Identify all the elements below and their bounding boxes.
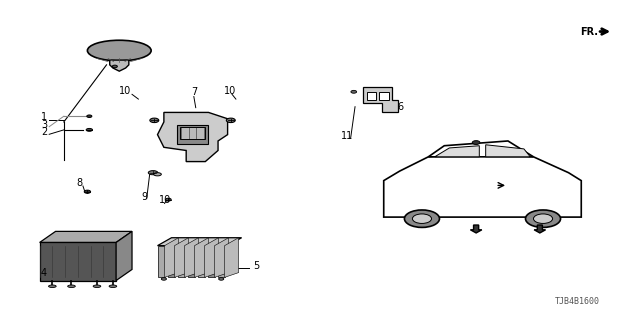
Ellipse shape	[351, 90, 356, 93]
Ellipse shape	[86, 128, 93, 131]
Polygon shape	[168, 246, 175, 277]
Polygon shape	[218, 246, 225, 277]
Text: 2: 2	[41, 127, 47, 137]
Text: TJB4B1600: TJB4B1600	[554, 297, 600, 306]
Ellipse shape	[68, 285, 76, 288]
Ellipse shape	[87, 115, 92, 117]
FancyBboxPatch shape	[367, 92, 376, 100]
Polygon shape	[486, 145, 531, 157]
Polygon shape	[198, 246, 205, 277]
FancyArrow shape	[534, 225, 545, 233]
Polygon shape	[40, 243, 116, 281]
Polygon shape	[364, 87, 398, 112]
Polygon shape	[175, 238, 189, 277]
Ellipse shape	[472, 141, 480, 144]
Polygon shape	[157, 246, 164, 277]
Ellipse shape	[154, 173, 161, 176]
Ellipse shape	[219, 278, 224, 280]
Ellipse shape	[166, 198, 172, 201]
Polygon shape	[188, 246, 195, 277]
Polygon shape	[157, 238, 242, 246]
Text: 3: 3	[41, 120, 47, 130]
Polygon shape	[184, 238, 198, 277]
Polygon shape	[225, 238, 239, 277]
Text: 5: 5	[253, 261, 259, 271]
Polygon shape	[164, 238, 179, 277]
Ellipse shape	[412, 214, 431, 223]
Ellipse shape	[112, 65, 117, 68]
Text: 6: 6	[397, 102, 404, 112]
Text: 10: 10	[119, 86, 132, 96]
Ellipse shape	[525, 210, 561, 228]
Ellipse shape	[534, 214, 552, 223]
Polygon shape	[109, 60, 129, 71]
Text: 9: 9	[141, 192, 148, 202]
Ellipse shape	[109, 285, 116, 288]
FancyBboxPatch shape	[380, 92, 389, 100]
Ellipse shape	[84, 190, 91, 193]
Ellipse shape	[148, 171, 158, 175]
Polygon shape	[205, 238, 219, 277]
Text: 7: 7	[191, 87, 198, 97]
Text: FR.: FR.	[580, 27, 598, 37]
Polygon shape	[177, 246, 184, 277]
Polygon shape	[207, 246, 214, 277]
Text: 10: 10	[225, 86, 237, 96]
Polygon shape	[435, 146, 479, 157]
Text: 4: 4	[41, 268, 47, 278]
Polygon shape	[40, 231, 132, 243]
Text: 10: 10	[159, 196, 171, 205]
Polygon shape	[195, 238, 209, 277]
Polygon shape	[157, 112, 228, 162]
Text: 8: 8	[77, 178, 83, 188]
Ellipse shape	[49, 285, 56, 288]
FancyBboxPatch shape	[177, 125, 209, 144]
Ellipse shape	[161, 278, 166, 280]
Text: 1: 1	[41, 112, 47, 122]
Polygon shape	[384, 152, 581, 217]
FancyBboxPatch shape	[180, 127, 205, 140]
Ellipse shape	[93, 285, 100, 288]
Ellipse shape	[227, 118, 236, 123]
FancyArrow shape	[470, 225, 482, 233]
Polygon shape	[428, 141, 534, 157]
Ellipse shape	[404, 210, 440, 228]
Polygon shape	[116, 231, 132, 281]
Polygon shape	[214, 238, 228, 277]
Ellipse shape	[150, 118, 159, 123]
Text: 11: 11	[341, 132, 353, 141]
Ellipse shape	[88, 40, 151, 61]
